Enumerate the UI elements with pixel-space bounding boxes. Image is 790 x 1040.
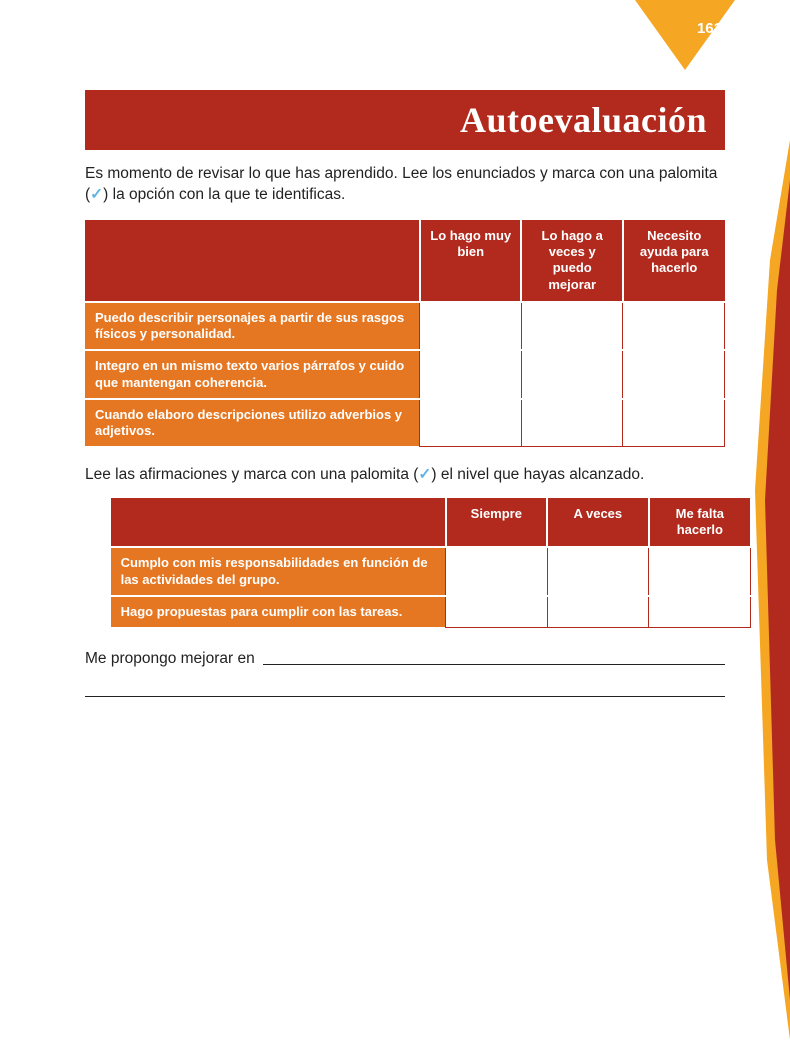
table-row: Hago propuestas para cumplir con las tar…	[111, 596, 751, 627]
table-row: Cumplo con mis responsabilidades en func…	[111, 547, 751, 596]
table2-cell[interactable]	[547, 596, 649, 627]
intro-paragraph: Es momento de revisar lo que has aprendi…	[85, 164, 725, 206]
page-content: Autoevaluación Es momento de revisar lo …	[85, 90, 725, 697]
table1-cell[interactable]	[521, 399, 623, 447]
table2-header-blank	[111, 498, 446, 548]
table-row: Puedo describir personajes a partir de s…	[85, 302, 725, 351]
table-row: Integro en un mismo texto varios párrafo…	[85, 350, 725, 399]
page-number: 161	[697, 20, 722, 37]
table1-cell[interactable]	[623, 302, 725, 351]
page-title: Autoevaluación	[460, 99, 707, 141]
checkmark-icon: ✓	[90, 186, 103, 203]
table2-col-3: Me falta hacerlo	[649, 498, 751, 548]
table1-cell[interactable]	[420, 302, 522, 351]
table2-row-1-label: Cumplo con mis responsabilidades en func…	[111, 547, 446, 596]
table1-row-1-label: Puedo describir personajes a partir de s…	[85, 302, 420, 351]
table1-row-2-label: Integro en un mismo texto varios párrafo…	[85, 350, 420, 399]
table1-col-3: Necesito ayuda para hacerlo	[623, 220, 725, 302]
table1-cell[interactable]	[521, 302, 623, 351]
table1-header-blank	[85, 220, 420, 302]
propose-label: Me propongo mejorar en	[85, 650, 255, 668]
table2-cell[interactable]	[649, 596, 751, 627]
rubric-table-2: Siempre A veces Me falta hacerlo Cumplo …	[111, 498, 751, 628]
table1-col-2: Lo hago a veces y puedo mejorar	[521, 220, 623, 302]
rubric-table-1: Lo hago muy bien Lo hago a veces y puedo…	[85, 220, 725, 447]
table2-row-2-label: Hago propuestas para cumplir con las tar…	[111, 596, 446, 627]
table1-col-1: Lo hago muy bien	[420, 220, 522, 302]
write-line-1[interactable]	[263, 664, 725, 665]
table1-cell[interactable]	[623, 350, 725, 399]
table1-row-3-label: Cuando elaboro descripciones utilizo adv…	[85, 399, 420, 447]
right-margin-accent	[755, 140, 790, 1040]
table1-cell[interactable]	[521, 350, 623, 399]
table2-cell[interactable]	[649, 547, 751, 596]
mid-paragraph: Lee las afirmaciones y marca con una pal…	[85, 465, 725, 484]
table2-cell[interactable]	[446, 596, 548, 627]
table2-cell[interactable]	[446, 547, 548, 596]
write-line-2[interactable]	[85, 696, 725, 697]
table-row: Cuando elaboro descripciones utilizo adv…	[85, 399, 725, 447]
table2-col-1: Siempre	[446, 498, 548, 548]
checkmark-icon: ✓	[418, 466, 431, 483]
table1-cell[interactable]	[420, 350, 522, 399]
propose-line: Me propongo mejorar en	[85, 650, 725, 668]
table1-cell[interactable]	[623, 399, 725, 447]
table2-col-2: A veces	[547, 498, 649, 548]
table2-cell[interactable]	[547, 547, 649, 596]
title-bar: Autoevaluación	[85, 90, 725, 150]
table1-cell[interactable]	[420, 399, 522, 447]
